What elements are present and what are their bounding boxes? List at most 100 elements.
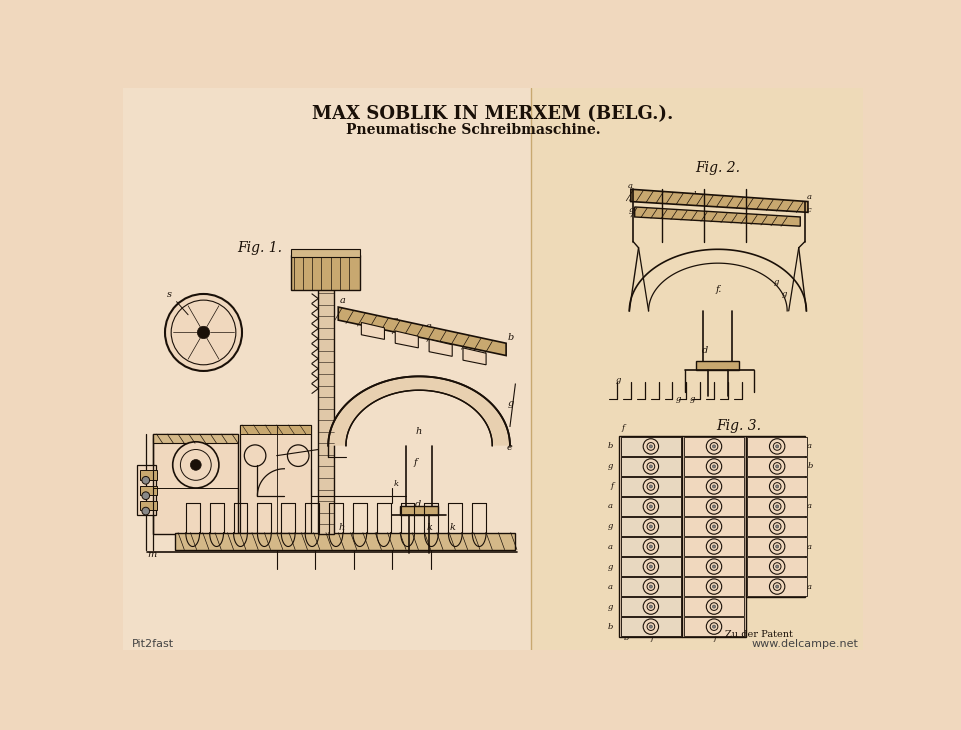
Text: g: g	[615, 376, 620, 384]
Circle shape	[773, 503, 780, 510]
Circle shape	[643, 599, 658, 614]
Circle shape	[190, 459, 201, 470]
Circle shape	[712, 445, 715, 448]
Text: d: d	[701, 346, 707, 356]
Bar	[683, 557, 743, 576]
Circle shape	[647, 523, 654, 531]
Text: g: g	[689, 395, 694, 403]
Text: Fig. 3.: Fig. 3.	[715, 420, 760, 434]
Circle shape	[709, 442, 717, 450]
Text: f: f	[713, 634, 716, 642]
Bar	[620, 577, 680, 596]
Text: d: d	[415, 500, 421, 510]
Circle shape	[705, 559, 721, 575]
Bar	[620, 557, 680, 576]
Text: g: g	[326, 442, 332, 451]
Bar	[747, 497, 806, 515]
Bar	[318, 279, 333, 534]
Bar	[620, 497, 680, 515]
Bar	[530, 88, 863, 650]
Circle shape	[712, 605, 715, 608]
Text: f: f	[651, 634, 653, 642]
Text: Zu der Patent: Zu der Patent	[724, 630, 792, 639]
Polygon shape	[154, 434, 238, 443]
Text: c: c	[782, 199, 787, 207]
Bar	[620, 477, 680, 496]
Bar	[400, 506, 438, 515]
Circle shape	[712, 465, 715, 468]
Circle shape	[705, 519, 721, 534]
Circle shape	[649, 445, 652, 448]
Circle shape	[773, 463, 780, 470]
Circle shape	[709, 583, 717, 591]
Circle shape	[705, 539, 721, 554]
Text: c: c	[362, 312, 368, 320]
Text: s: s	[167, 290, 172, 299]
Bar	[620, 457, 680, 476]
Bar	[620, 437, 680, 456]
Bar	[747, 477, 806, 496]
Circle shape	[775, 525, 777, 528]
Bar	[747, 577, 806, 596]
Bar	[683, 437, 743, 456]
Circle shape	[647, 603, 654, 610]
Circle shape	[705, 458, 721, 474]
Text: g: g	[607, 563, 612, 571]
Text: b: b	[639, 193, 645, 201]
Circle shape	[643, 519, 658, 534]
Text: a: a	[607, 583, 612, 591]
Circle shape	[709, 463, 717, 470]
Text: k: k	[239, 480, 244, 488]
Circle shape	[769, 439, 784, 454]
Text: a: a	[805, 193, 810, 201]
Text: Pneumatische Schreibmaschine.: Pneumatische Schreibmaschine.	[345, 123, 600, 137]
Bar	[620, 477, 680, 496]
Bar	[620, 518, 680, 536]
Bar	[683, 618, 743, 636]
Text: a: a	[339, 296, 345, 305]
Text: h: h	[338, 523, 344, 531]
Text: f: f	[609, 483, 612, 491]
Bar	[620, 618, 680, 636]
Text: g: g	[675, 395, 680, 403]
Circle shape	[709, 623, 717, 631]
Bar	[154, 434, 238, 534]
Bar	[747, 537, 806, 556]
Circle shape	[643, 619, 658, 634]
Text: g: g	[607, 462, 612, 470]
Bar	[696, 361, 738, 370]
Circle shape	[773, 523, 780, 531]
Circle shape	[647, 623, 654, 631]
Bar	[747, 437, 806, 456]
Text: www.delcampe.net: www.delcampe.net	[751, 639, 857, 648]
Circle shape	[705, 499, 721, 514]
Polygon shape	[361, 323, 384, 339]
Circle shape	[649, 585, 652, 588]
Text: g: g	[628, 207, 633, 215]
Circle shape	[709, 523, 717, 531]
Circle shape	[643, 439, 658, 454]
Bar	[290, 255, 359, 290]
Bar	[239, 425, 310, 434]
Bar	[747, 518, 806, 536]
Bar	[139, 501, 157, 510]
Circle shape	[769, 539, 784, 554]
Circle shape	[773, 542, 780, 550]
Text: Fig. 1.: Fig. 1.	[237, 241, 282, 255]
Text: a: a	[607, 502, 612, 510]
Bar	[620, 577, 680, 596]
Bar	[619, 437, 681, 637]
Text: b: b	[507, 333, 513, 342]
Bar	[683, 477, 743, 496]
Circle shape	[649, 505, 652, 508]
Text: a: a	[806, 583, 811, 591]
Polygon shape	[429, 339, 452, 356]
Bar	[139, 485, 157, 495]
Circle shape	[244, 445, 265, 466]
Bar	[620, 597, 680, 616]
Text: a: a	[806, 542, 811, 550]
Text: g: g	[507, 399, 513, 407]
Polygon shape	[395, 331, 418, 348]
Circle shape	[649, 545, 652, 548]
Circle shape	[775, 565, 777, 568]
